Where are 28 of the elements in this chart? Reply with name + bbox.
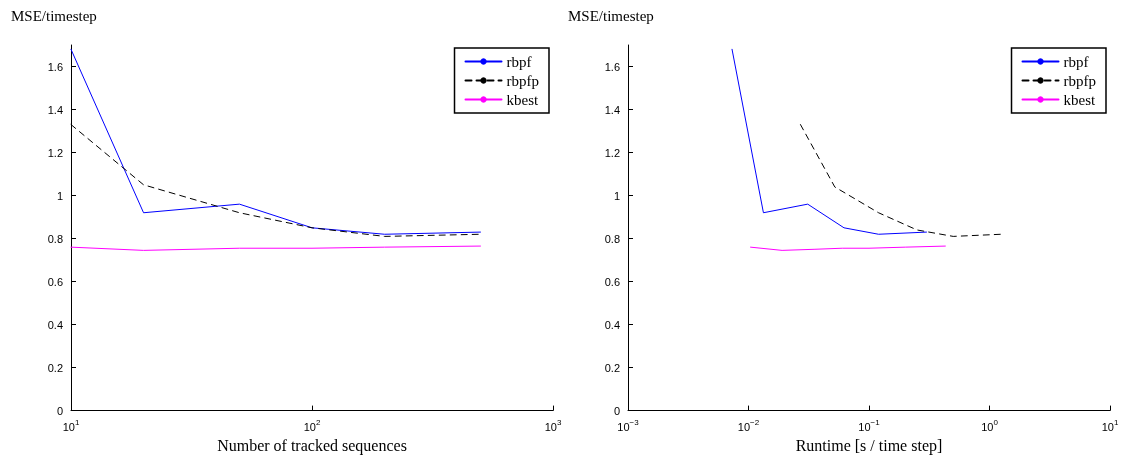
y-tick-label: 0.8 [604, 232, 620, 245]
y-tick-label: 0.6 [604, 275, 620, 288]
y-tick-label: 1.2 [47, 146, 63, 159]
y-tick-label: 0 [613, 404, 620, 417]
y-tick-label: 0.8 [47, 232, 63, 245]
y-tick-label: 1 [613, 189, 620, 202]
legend-label: kbest [1063, 91, 1096, 108]
y-tick-label: 1.6 [47, 60, 63, 73]
y-tick-label: 0.2 [47, 361, 63, 374]
y-tick-label: 1.4 [47, 103, 63, 116]
x-axis-title: Number of tracked sequences [217, 436, 407, 455]
legend-label: rbpf [506, 53, 532, 70]
legend-label: rbpfp [506, 72, 540, 89]
legend-label: kbest [506, 91, 539, 108]
y-tick-label: 1.2 [604, 146, 620, 159]
y-tick-label: 1 [56, 189, 63, 202]
legend-label: rbpfp [1063, 72, 1097, 89]
x-axis-title: Runtime [s / time step] [795, 436, 943, 455]
y-tick-label: 1.4 [604, 103, 620, 116]
y-tick-label: 0.4 [604, 318, 620, 331]
y-tick-label: 0.2 [604, 361, 620, 374]
y-tick-label: 1.6 [604, 60, 620, 73]
y-axis-title: MSE/timestep [11, 7, 97, 24]
y-tick-label: 0.4 [47, 318, 63, 331]
legend-label: rbpf [1063, 53, 1089, 70]
y-tick-label: 0.6 [47, 275, 63, 288]
y-tick-label: 0 [56, 404, 63, 417]
y-axis-title: MSE/timestep [568, 7, 654, 24]
